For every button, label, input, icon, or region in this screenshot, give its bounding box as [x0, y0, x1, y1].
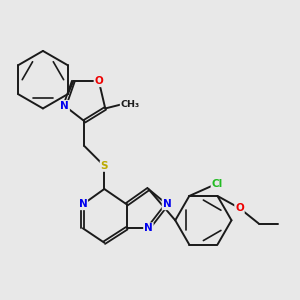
Text: Cl: Cl — [212, 178, 223, 189]
Text: N: N — [144, 223, 153, 233]
Text: CH₃: CH₃ — [121, 100, 140, 109]
Text: N: N — [60, 101, 69, 111]
Text: O: O — [235, 203, 244, 213]
Text: N: N — [79, 199, 87, 209]
Text: O: O — [94, 76, 103, 86]
Text: S: S — [100, 161, 108, 171]
Text: N: N — [163, 199, 171, 209]
